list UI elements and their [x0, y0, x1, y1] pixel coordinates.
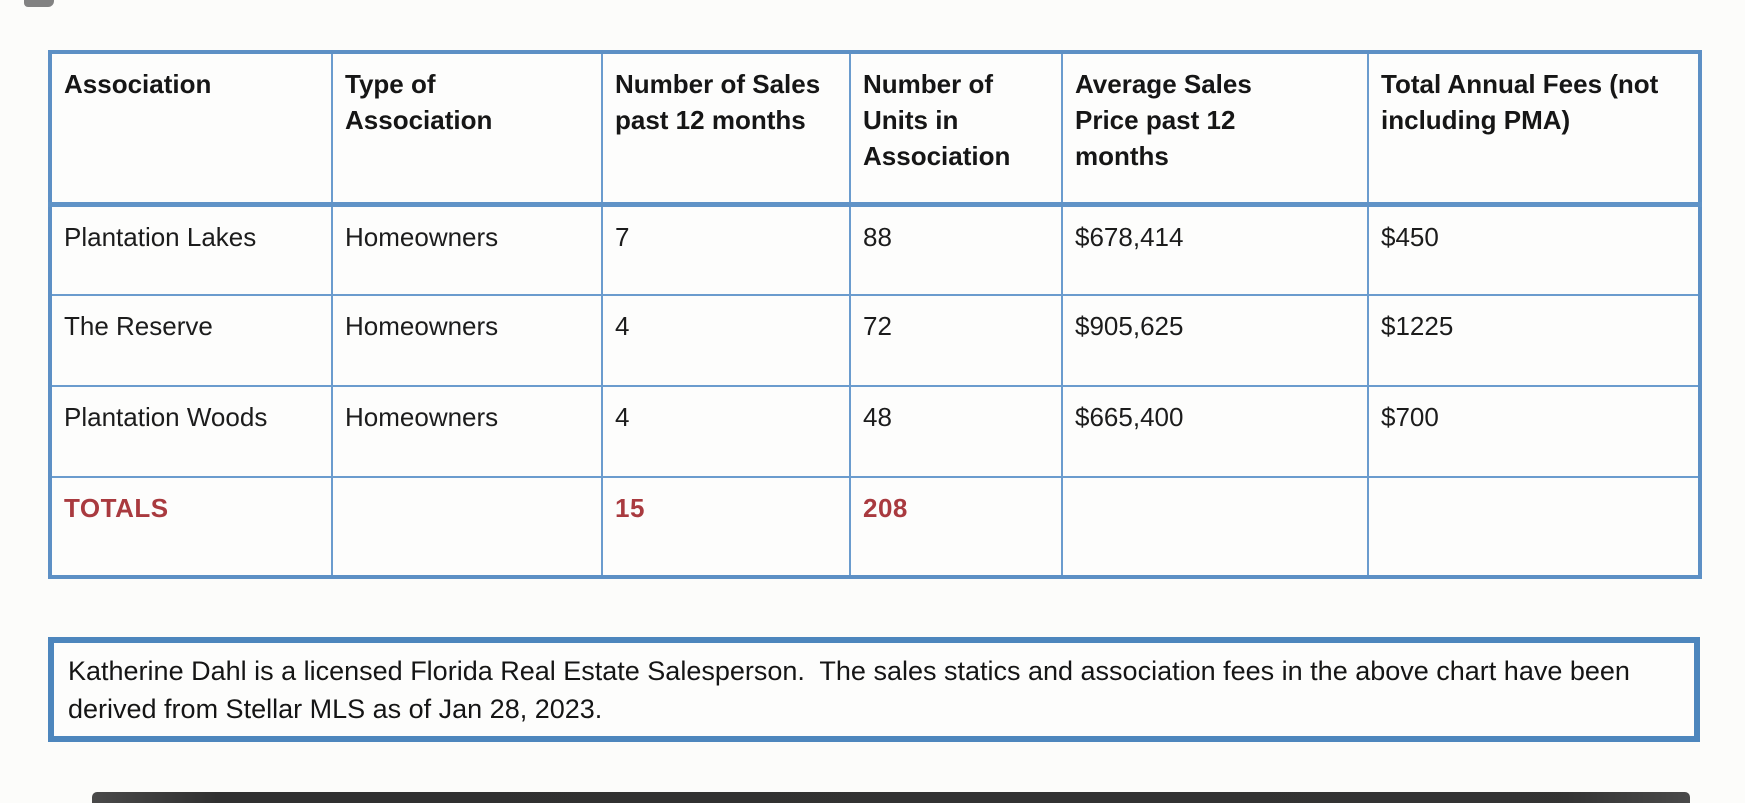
- cell-avg-price: $665,400: [1061, 385, 1369, 478]
- cell-annual-fees: $1225: [1367, 294, 1701, 387]
- column-header-label: Average Sales Price past 12 months: [1075, 69, 1252, 171]
- scanner-edge-artifact: [92, 792, 1690, 803]
- cell-units-count: 48: [849, 385, 1063, 478]
- table-row: Plantation Woods Homeowners 4 48 $665,40…: [49, 385, 1701, 478]
- totals-cell-empty: [331, 476, 603, 578]
- cell-association-type: Homeowners: [331, 203, 603, 296]
- cell-association-name: Plantation Lakes: [49, 203, 333, 296]
- cell-sales-count: 4: [601, 294, 851, 387]
- totals-cell-empty: [1061, 476, 1369, 578]
- column-header-label: Association: [64, 69, 212, 99]
- cell-association-name: The Reserve: [49, 294, 333, 387]
- disclaimer-note-box: Katherine Dahl is a licensed Florida Rea…: [48, 637, 1700, 742]
- cell-association-type: Homeowners: [331, 385, 603, 478]
- column-header-association: Association: [49, 51, 333, 207]
- cell-avg-price: $905,625: [1061, 294, 1369, 387]
- cell-association-name: Plantation Woods: [49, 385, 333, 478]
- column-header-label: Type of Association: [345, 69, 493, 135]
- scan-smudge-artifact: [24, 0, 54, 7]
- cell-units-count: 88: [849, 203, 1063, 296]
- column-header-units: Number of Units in Association: [849, 51, 1063, 207]
- cell-association-type: Homeowners: [331, 294, 603, 387]
- cell-annual-fees: $450: [1367, 203, 1701, 296]
- totals-sales-count: 15: [601, 476, 851, 578]
- column-header-sales-count: Number of Sales past 12 months: [601, 51, 851, 207]
- cell-avg-price: $678,414: [1061, 203, 1369, 296]
- column-header-label: Total Annual Fees (not including PMA): [1381, 69, 1659, 135]
- cell-units-count: 72: [849, 294, 1063, 387]
- disclaimer-text: Katherine Dahl is a licensed Florida Rea…: [68, 656, 1638, 724]
- column-header-annual-fees: Total Annual Fees (not including PMA): [1367, 51, 1701, 207]
- cell-sales-count: 4: [601, 385, 851, 478]
- column-header-avg-price: Average Sales Price past 12 months: [1061, 51, 1369, 207]
- totals-cell-empty: [1367, 476, 1701, 578]
- totals-units-count: 208: [849, 476, 1063, 578]
- column-header-label: Number of Units in Association: [863, 69, 1011, 171]
- association-stats-table: Association Type of Association Number o…: [48, 50, 1702, 579]
- table-header-row: Association Type of Association Number o…: [49, 51, 1701, 207]
- table-row: Plantation Lakes Homeowners 7 88 $678,41…: [49, 203, 1701, 296]
- column-header-label: Number of Sales past 12 months: [615, 69, 821, 135]
- table-row: The Reserve Homeowners 4 72 $905,625 $12…: [49, 294, 1701, 387]
- totals-row: TOTALS 15 208: [49, 476, 1701, 578]
- totals-label: TOTALS: [49, 476, 333, 578]
- cell-sales-count: 7: [601, 203, 851, 296]
- column-header-type: Type of Association: [331, 51, 603, 207]
- cell-annual-fees: $700: [1367, 385, 1701, 478]
